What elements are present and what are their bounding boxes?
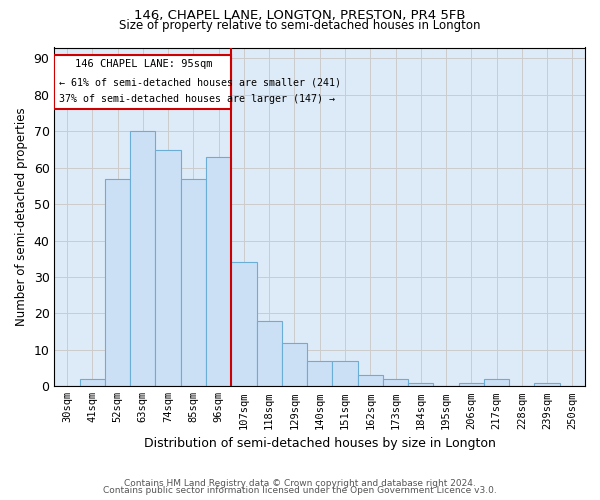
Bar bbox=[535, 382, 560, 386]
Bar bbox=[282, 342, 307, 386]
Bar bbox=[80, 379, 105, 386]
Bar bbox=[257, 320, 282, 386]
Bar bbox=[130, 132, 155, 386]
Bar bbox=[484, 379, 509, 386]
Bar bbox=[181, 178, 206, 386]
Y-axis label: Number of semi-detached properties: Number of semi-detached properties bbox=[15, 108, 28, 326]
Bar bbox=[307, 361, 332, 386]
Bar bbox=[358, 376, 383, 386]
Text: 146 CHAPEL LANE: 95sqm: 146 CHAPEL LANE: 95sqm bbox=[76, 59, 213, 69]
Text: Contains HM Land Registry data © Crown copyright and database right 2024.: Contains HM Land Registry data © Crown c… bbox=[124, 478, 476, 488]
X-axis label: Distribution of semi-detached houses by size in Longton: Distribution of semi-detached houses by … bbox=[144, 437, 496, 450]
Bar bbox=[332, 361, 358, 386]
Bar bbox=[383, 379, 408, 386]
Text: ← 61% of semi-detached houses are smaller (241): ← 61% of semi-detached houses are smalle… bbox=[59, 77, 341, 87]
Bar bbox=[105, 178, 130, 386]
Text: Size of property relative to semi-detached houses in Longton: Size of property relative to semi-detach… bbox=[119, 19, 481, 32]
Bar bbox=[231, 262, 257, 386]
Bar bbox=[155, 150, 181, 386]
Text: 146, CHAPEL LANE, LONGTON, PRESTON, PR4 5FB: 146, CHAPEL LANE, LONGTON, PRESTON, PR4 … bbox=[134, 9, 466, 22]
Bar bbox=[458, 382, 484, 386]
Text: 37% of semi-detached houses are larger (147) →: 37% of semi-detached houses are larger (… bbox=[59, 94, 335, 104]
Bar bbox=[408, 382, 433, 386]
Text: Contains public sector information licensed under the Open Government Licence v3: Contains public sector information licen… bbox=[103, 486, 497, 495]
Bar bbox=[206, 157, 231, 386]
FancyBboxPatch shape bbox=[55, 55, 231, 110]
